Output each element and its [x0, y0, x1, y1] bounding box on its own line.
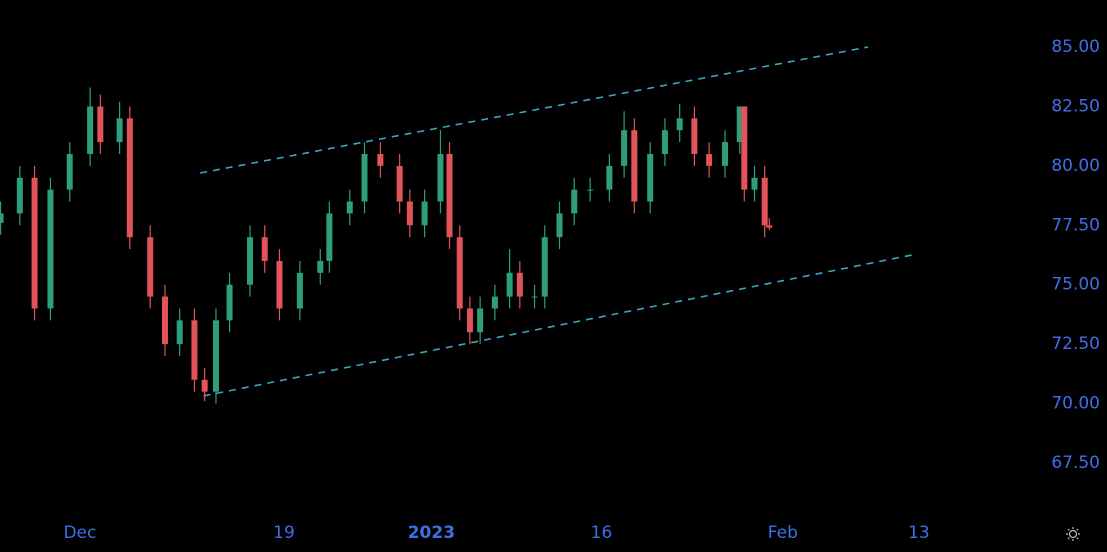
candle-body [31, 177, 38, 309]
candle-body [506, 272, 513, 297]
candle-body [736, 106, 743, 143]
candle-body [16, 177, 23, 214]
y-tick-label: 80.00 [1051, 156, 1100, 176]
x-tick-label: 2023 [408, 523, 455, 543]
candle-body [346, 201, 353, 214]
trend-line [199, 46, 869, 174]
candle-body [706, 153, 713, 166]
candle-body [276, 260, 283, 309]
y-tick-label: 77.50 [1051, 215, 1100, 235]
y-tick-label: 72.50 [1051, 334, 1100, 354]
candle-body [556, 213, 563, 238]
candle-body [161, 296, 168, 345]
candle-body [676, 118, 683, 131]
y-tick-label: 70.00 [1051, 394, 1100, 414]
trend-line [203, 253, 917, 397]
y-tick-label: 82.50 [1051, 96, 1100, 116]
candle-body [421, 201, 428, 226]
candle-body [647, 153, 654, 202]
candle-body [571, 189, 578, 214]
x-tick-label: Dec [63, 523, 96, 543]
x-tick-label: 13 [908, 523, 930, 543]
candle-body [147, 237, 154, 297]
candle-body [751, 177, 758, 190]
candle-body [477, 308, 484, 333]
candle-body [661, 130, 668, 154]
x-tick-label: Feb [768, 523, 798, 543]
x-tick-label: 19 [273, 523, 295, 543]
settings-icon[interactable] [1066, 527, 1080, 541]
candle-body [491, 296, 498, 309]
candle-body [116, 118, 123, 143]
y-tick-label: 75.00 [1051, 275, 1100, 295]
candle-body [66, 153, 73, 190]
candle-body [176, 320, 183, 345]
candle-body [516, 272, 523, 297]
candle-body [691, 118, 698, 154]
candle-body [201, 379, 208, 392]
settings-icon-rays [1066, 527, 1080, 541]
candle-body [722, 142, 729, 166]
y-tick-label: 67.50 [1051, 453, 1100, 473]
candle-body [47, 189, 54, 309]
candle-body [361, 153, 368, 202]
candle-body [761, 177, 768, 226]
candle-body [456, 237, 463, 309]
candle-body [212, 320, 219, 392]
candle-body [296, 272, 303, 309]
candle-body [541, 237, 548, 297]
candle-body [261, 237, 268, 261]
candle-body [191, 320, 198, 380]
candle-body [377, 153, 384, 166]
candle-body [396, 165, 403, 202]
candle-body [317, 260, 324, 273]
candle-body [621, 130, 628, 166]
candle-body [437, 153, 444, 202]
candle-body [246, 237, 253, 285]
candle-body [446, 153, 453, 238]
settings-icon-core [1068, 529, 1078, 539]
candle-body [97, 106, 104, 143]
candle-body [0, 213, 4, 223]
candle-body [531, 296, 538, 298]
candle-body [766, 225, 773, 228]
x-tick-label: 16 [591, 523, 613, 543]
candle-body [326, 213, 333, 261]
candle-body [606, 165, 613, 190]
candle-body [466, 308, 473, 333]
candle-body [741, 106, 748, 190]
candle-body [406, 201, 413, 226]
y-tick-label: 85.00 [1051, 37, 1100, 57]
candle-body [87, 106, 94, 154]
candle-body [587, 189, 594, 191]
candle-body [126, 118, 133, 238]
candle-body [226, 284, 233, 321]
candle-body [631, 130, 638, 202]
